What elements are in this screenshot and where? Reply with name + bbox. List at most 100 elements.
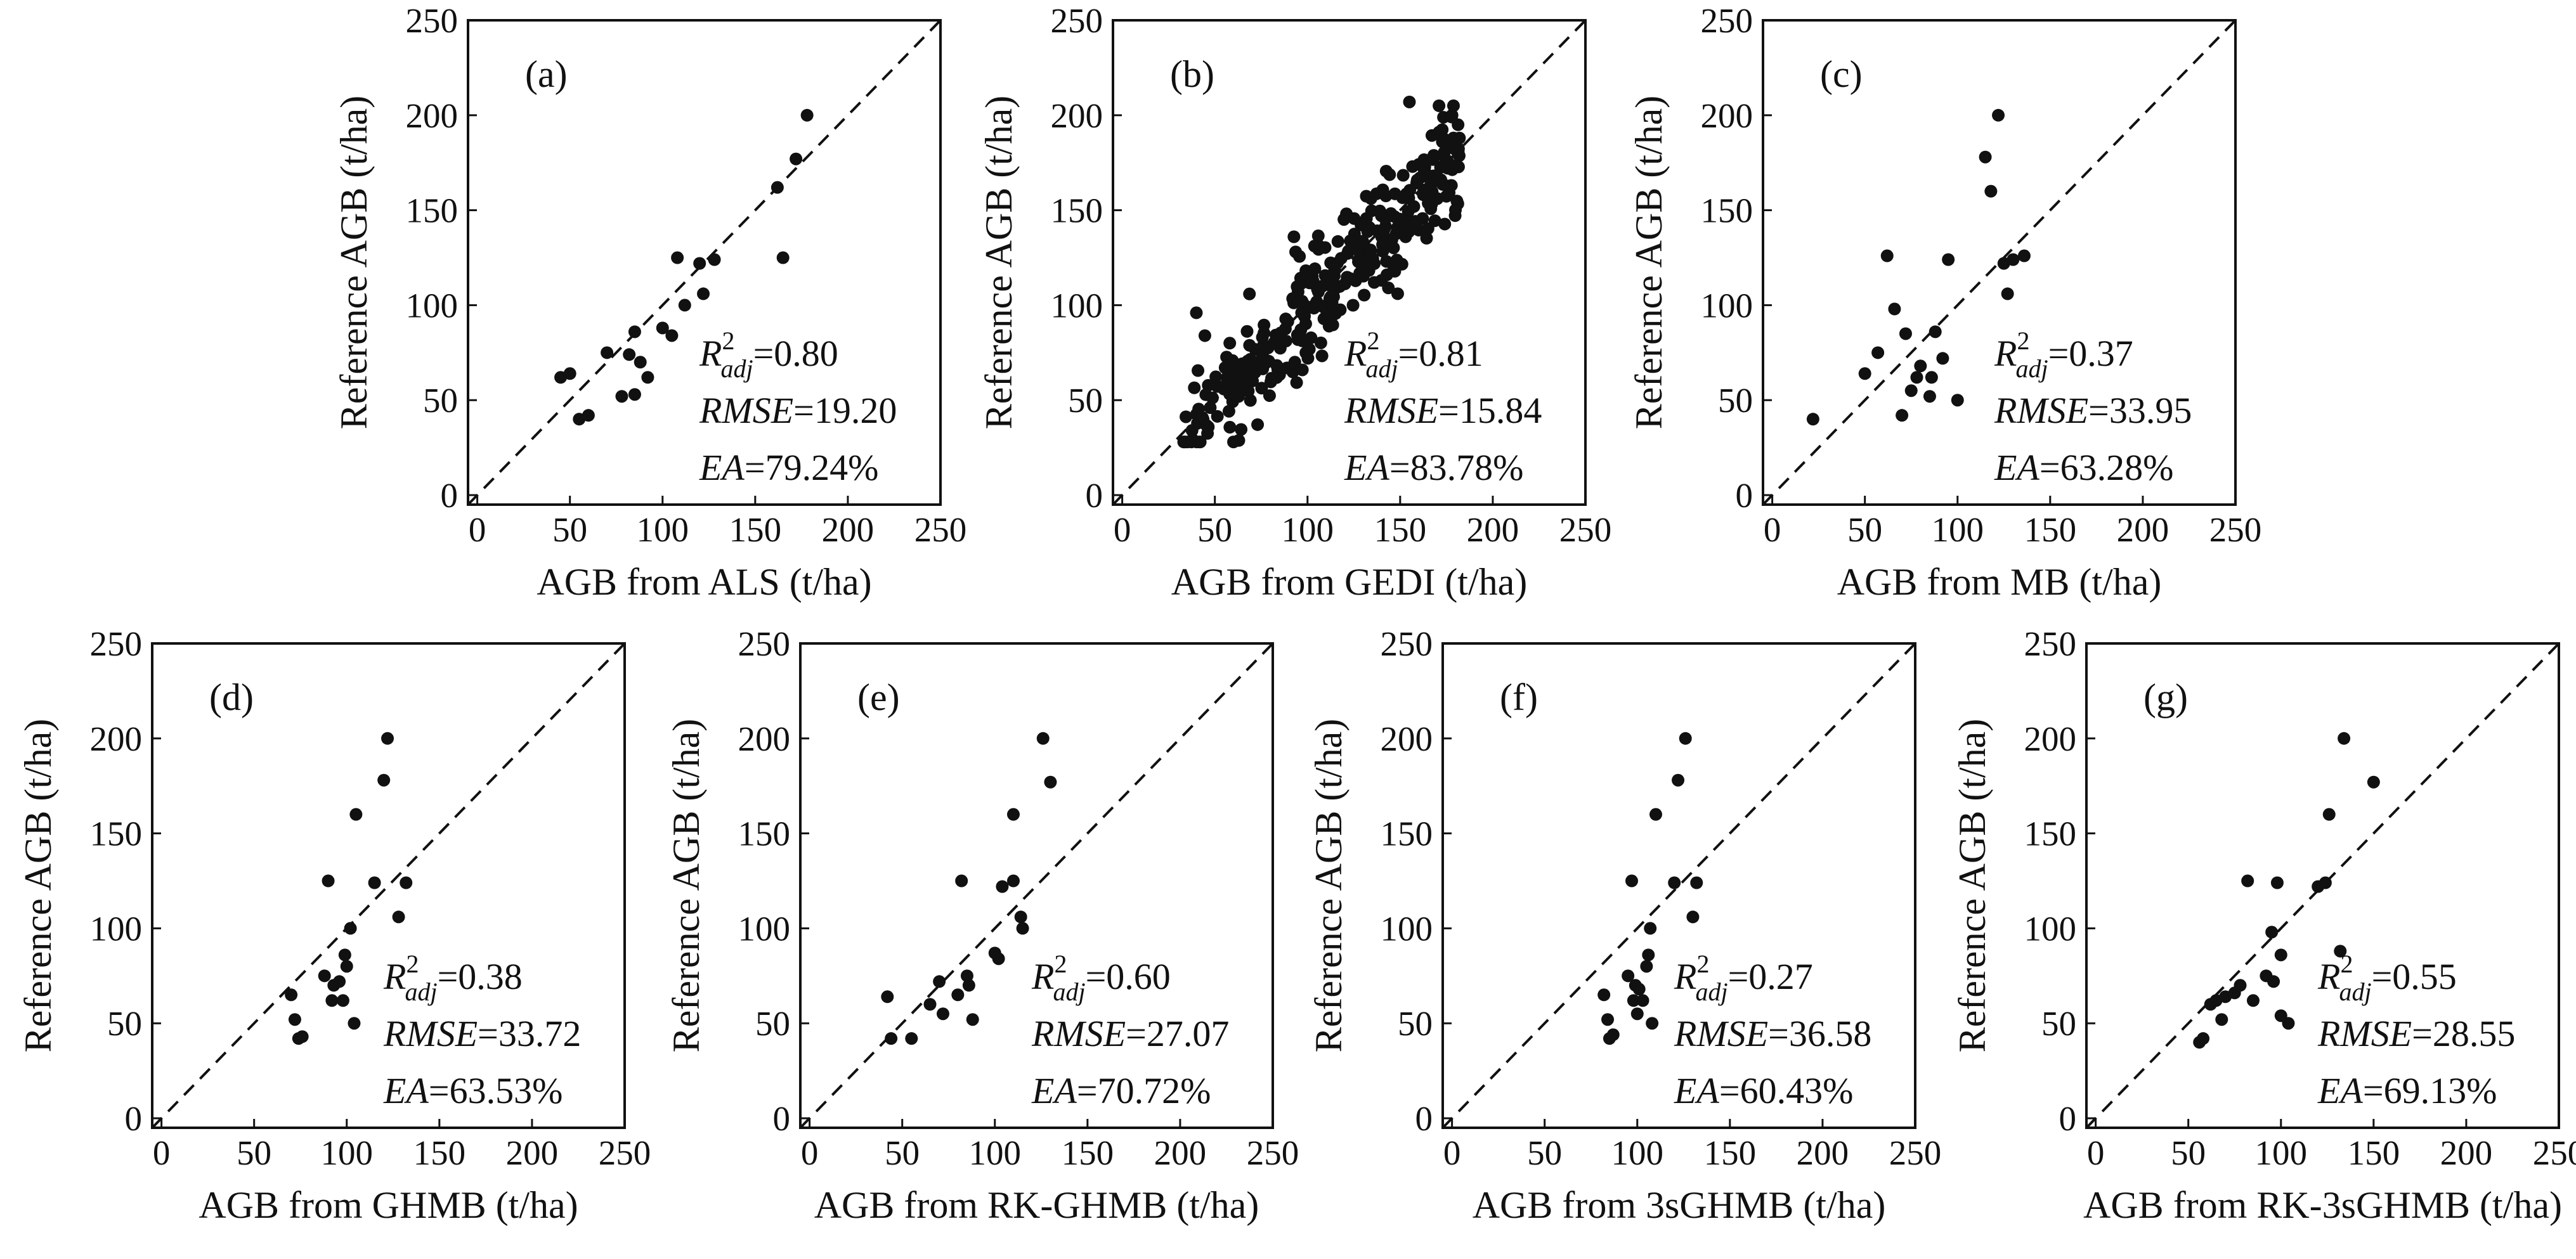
data-point — [1668, 876, 1681, 889]
y-tick-label: 200 — [738, 720, 791, 758]
data-point — [992, 952, 1005, 965]
y-tick-label: 0 — [773, 1099, 791, 1138]
y-axis-label: Reference AGB (t/ha) — [1628, 96, 1670, 429]
y-tick-label: 100 — [1381, 909, 1433, 948]
y-tick-label: 0 — [125, 1099, 143, 1138]
data-point — [2241, 874, 2254, 888]
y-tick-label: 150 — [1051, 191, 1103, 230]
x-tick-label: 100 — [969, 1133, 1022, 1172]
data-point — [1202, 378, 1215, 392]
data-point — [1270, 359, 1284, 372]
x-tick-label: 150 — [1704, 1133, 1757, 1172]
data-point — [1256, 362, 1270, 375]
data-point — [1806, 413, 1819, 426]
panel-label: (c) — [1820, 53, 1863, 95]
data-point — [678, 299, 691, 312]
data-point — [325, 994, 339, 1007]
data-point — [1363, 222, 1377, 235]
y-tick-label: 150 — [1381, 815, 1433, 853]
data-point — [349, 808, 363, 821]
x-tick-label: 200 — [822, 510, 875, 549]
stat-ea: EA=70.72% — [1031, 1070, 1211, 1111]
data-point — [2367, 775, 2380, 789]
data-point — [1222, 404, 1235, 418]
stat-rmse: RMSE=27.07 — [1031, 1013, 1229, 1054]
x-tick-label: 50 — [237, 1133, 271, 1172]
r2-superscript: 2 — [2017, 326, 2029, 355]
stat-ea: EA=79.24% — [699, 447, 878, 488]
data-point — [1317, 300, 1330, 314]
r2-value: =0.81 — [1398, 333, 1483, 374]
data-point — [1640, 960, 1653, 973]
data-point — [2334, 945, 2347, 958]
stat-ea: EA=60.43% — [1674, 1070, 1853, 1111]
ea-label: EA — [2317, 1070, 2363, 1111]
r2-symbol: R — [383, 956, 406, 997]
data-point — [1428, 214, 1441, 228]
y-tick-label: 50 — [1068, 381, 1103, 420]
data-point — [1636, 994, 1649, 1007]
stat-rmse: RMSE=33.72 — [383, 1013, 581, 1054]
stat-r2: R2 adj=0.27 — [1674, 950, 1813, 1006]
data-point — [966, 1013, 979, 1026]
y-tick-label: 50 — [2041, 1004, 2076, 1043]
data-point — [1391, 287, 1404, 300]
data-point — [1270, 371, 1284, 384]
x-tick-label: 200 — [1797, 1133, 1849, 1172]
x-tick-label: 150 — [1374, 510, 1427, 549]
data-point — [1348, 212, 1361, 225]
data-point — [2246, 994, 2260, 1007]
ea-value: =70.72% — [1077, 1070, 1211, 1111]
y-tick-label: 0 — [1086, 476, 1103, 515]
x-tick-label: 0 — [2087, 1133, 2105, 1172]
data-point — [634, 356, 647, 369]
x-tick-label: 0 — [1764, 510, 1781, 549]
x-tick-label: 250 — [1559, 510, 1612, 549]
stat-rmse: RMSE=19.20 — [699, 390, 897, 431]
data-point — [790, 152, 803, 165]
x-tick-label: 100 — [637, 510, 689, 549]
x-tick-label: 100 — [321, 1133, 374, 1172]
stat-rmse: RMSE=33.95 — [1994, 390, 2192, 431]
plot-frame — [467, 19, 942, 506]
y-tick-label: 150 — [1701, 191, 1753, 230]
data-point — [1979, 150, 1992, 164]
data-point — [333, 975, 346, 988]
y-tick-label: 200 — [406, 96, 459, 135]
data-point — [1896, 409, 1909, 422]
r2-subscript: adj — [1053, 978, 1085, 1006]
x-tick-label: 50 — [1197, 510, 1232, 549]
y-tick-label: 250 — [1701, 1, 1753, 40]
data-point — [1290, 376, 1303, 389]
data-point — [1426, 153, 1440, 166]
x-tick-label: 150 — [413, 1133, 466, 1172]
r2-superscript: 2 — [406, 950, 419, 978]
panel-label: (b) — [1170, 53, 1214, 95]
data-point — [2215, 1013, 2228, 1026]
x-tick-label: 0 — [153, 1133, 171, 1172]
stat-r2: R2 adj=0.38 — [383, 950, 523, 1006]
data-point — [288, 1013, 301, 1026]
data-point — [2017, 249, 2031, 262]
data-point — [1256, 331, 1269, 344]
data-point — [1224, 377, 1237, 390]
y-tick-label: 50 — [423, 381, 458, 420]
r2-symbol: R — [1031, 956, 1054, 997]
data-point — [923, 998, 937, 1011]
y-tick-label: 200 — [2024, 720, 2077, 758]
data-point — [1338, 277, 1351, 290]
x-tick-label: 50 — [1527, 1133, 1562, 1172]
data-point — [1403, 184, 1417, 197]
r2-subscript: adj — [1365, 354, 1398, 383]
rmse-value: =27.07 — [1126, 1013, 1229, 1054]
data-point — [656, 321, 669, 335]
data-point — [1646, 1017, 1659, 1030]
data-point — [2282, 1017, 2295, 1030]
data-point — [1286, 292, 1299, 306]
x-tick-label: 250 — [599, 1133, 651, 1172]
data-point — [1445, 110, 1458, 124]
data-point — [2270, 876, 2284, 889]
data-point — [1251, 418, 1265, 431]
x-tick-label: 150 — [1062, 1133, 1114, 1172]
data-point — [2338, 732, 2351, 745]
